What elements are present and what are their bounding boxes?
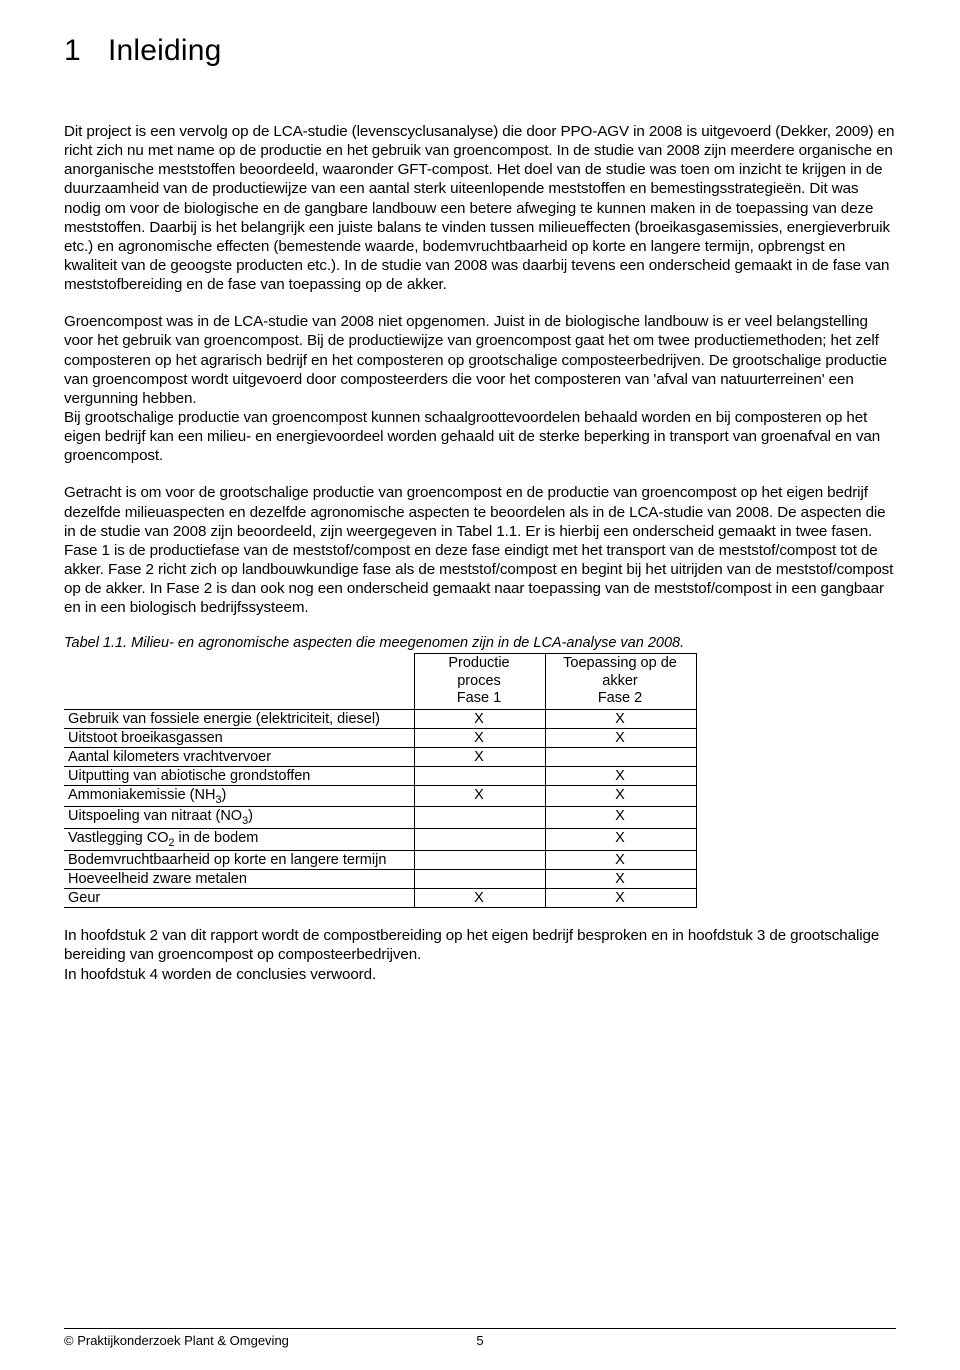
paragraph-4: In hoofdstuk 2 van dit rapport wordt de … [64, 926, 896, 983]
header-phase2: Toepassing op de akker Fase 2 [546, 654, 697, 709]
row-phase2: X [546, 807, 697, 829]
table-row: Uitputting van abiotische grondstoffen X [64, 766, 697, 785]
row-phase1: X [415, 747, 546, 766]
row-label: Vastlegging CO2 in de bodem [64, 829, 415, 851]
table-header-row: Productie proces Fase 1 Toepassing op de… [64, 654, 697, 709]
row-label: Geur [64, 889, 415, 908]
table-row: Vastlegging CO2 in de bodem X [64, 829, 697, 851]
paragraph-1: Dit project is een vervolg op de LCA-stu… [64, 122, 896, 294]
table-row: Aantal kilometers vrachtvervoerX [64, 747, 697, 766]
chapter-title: Inleiding [108, 34, 222, 67]
row-phase2: X [546, 829, 697, 851]
table-row: Hoeveelheid zware metalen X [64, 870, 697, 889]
row-phase1 [415, 766, 546, 785]
row-phase1: X [415, 785, 546, 807]
row-phase2: X [546, 870, 697, 889]
table-caption: Tabel 1.1. Milieu- en agronomische aspec… [64, 635, 896, 651]
table-row: Bodemvruchtbaarheid op korte en langere … [64, 851, 697, 870]
row-phase2: X [546, 766, 697, 785]
row-phase2: X [546, 851, 697, 870]
row-phase2: X [546, 785, 697, 807]
row-label: Hoeveelheid zware metalen [64, 870, 415, 889]
paragraph-2: Groencompost was in de LCA-studie van 20… [64, 312, 896, 465]
table-row: Uitstoot broeikasgassenXX [64, 728, 697, 747]
row-phase1: X [415, 889, 546, 908]
table-row: GeurXX [64, 889, 697, 908]
page-footer: © Praktijkonderzoek Plant & Omgeving 5 [64, 1328, 896, 1348]
row-phase1 [415, 829, 546, 851]
table-row: Gebruik van fossiele energie (elektricit… [64, 709, 697, 728]
row-phase1: X [415, 728, 546, 747]
row-label: Gebruik van fossiele energie (elektricit… [64, 709, 415, 728]
row-phase2: X [546, 709, 697, 728]
aspects-table: Productie proces Fase 1 Toepassing op de… [64, 653, 697, 908]
footer-page-number: 5 [476, 1333, 483, 1348]
header-phase1: Productie proces Fase 1 [415, 654, 546, 709]
row-label: Uitputting van abiotische grondstoffen [64, 766, 415, 785]
document-page: 1Inleiding Dit project is een vervolg op… [0, 0, 960, 1370]
row-phase2 [546, 747, 697, 766]
header-empty [64, 654, 415, 709]
paragraph-3: Getracht is om voor de grootschalige pro… [64, 483, 896, 617]
row-label: Ammoniakemissie (NH3) [64, 785, 415, 807]
row-phase2: X [546, 728, 697, 747]
row-phase1 [415, 807, 546, 829]
row-phase2: X [546, 889, 697, 908]
footer-copyright: © Praktijkonderzoek Plant & Omgeving [64, 1333, 289, 1348]
table-row: Uitspoeling van nitraat (NO3) X [64, 807, 697, 829]
chapter-heading: 1Inleiding [64, 34, 896, 68]
row-label: Aantal kilometers vrachtvervoer [64, 747, 415, 766]
row-phase1: X [415, 709, 546, 728]
table-row: Ammoniakemissie (NH3)XX [64, 785, 697, 807]
row-phase1 [415, 851, 546, 870]
row-label: Uitspoeling van nitraat (NO3) [64, 807, 415, 829]
chapter-number: 1 [64, 34, 108, 68]
row-label: Uitstoot broeikasgassen [64, 728, 415, 747]
row-phase1 [415, 870, 546, 889]
row-label: Bodemvruchtbaarheid op korte en langere … [64, 851, 415, 870]
